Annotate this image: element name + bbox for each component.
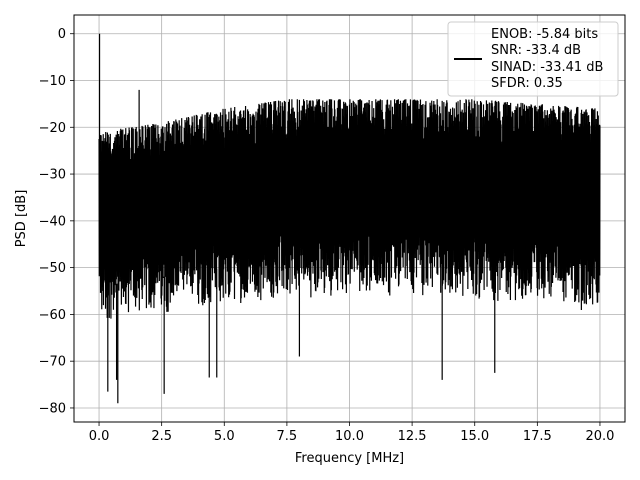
x-tick-label: 10.0 (335, 429, 364, 444)
x-tick-label: 15.0 (460, 429, 489, 444)
legend-entry-sfdr: SFDR: 0.35 (491, 76, 563, 91)
y-tick-label: −30 (39, 168, 66, 183)
legend-entry-sinad: SINAD: -33.41 dB (491, 60, 603, 75)
x-tick-label: 7.5 (277, 429, 298, 444)
legend-box (447, 21, 619, 97)
y-tick-label: 0 (58, 27, 66, 42)
x-axis: 0.0 2.5 5.0 7.5 10.0 12.5 15.0 17.5 20.0 (89, 422, 614, 444)
y-tick-label: −70 (39, 355, 66, 370)
legend-entry-snr: SNR: -33.4 dB (491, 43, 581, 58)
x-tick-label: 2.5 (151, 429, 172, 444)
x-tick-label: 5.0 (214, 429, 235, 444)
y-tick-label: −10 (39, 74, 66, 89)
y-axis-label: PSD [dB] (14, 190, 29, 248)
y-tick-label: −50 (39, 261, 66, 276)
x-tick-label: 12.5 (398, 429, 427, 444)
y-tick-label: −20 (39, 121, 66, 136)
psd-series-line (98, 33, 601, 404)
y-tick-label: −40 (39, 214, 66, 229)
legend-entry-enob: ENOB: -5.84 bits (491, 27, 598, 42)
legend: ENOB: -5.84 bits SNR: -33.4 dB SINAD: -3… (447, 21, 619, 97)
y-axis: 0 −10 −20 −30 −40 −50 −60 −70 −80 (39, 27, 74, 416)
y-tick-label: −80 (39, 401, 66, 416)
x-tick-label: 0.0 (89, 429, 110, 444)
x-tick-label: 20.0 (585, 429, 614, 444)
x-tick-label: 17.5 (523, 429, 552, 444)
x-axis-label: Frequency [MHz] (295, 451, 404, 466)
plot-area (98, 33, 601, 404)
y-tick-label: −60 (39, 308, 66, 323)
